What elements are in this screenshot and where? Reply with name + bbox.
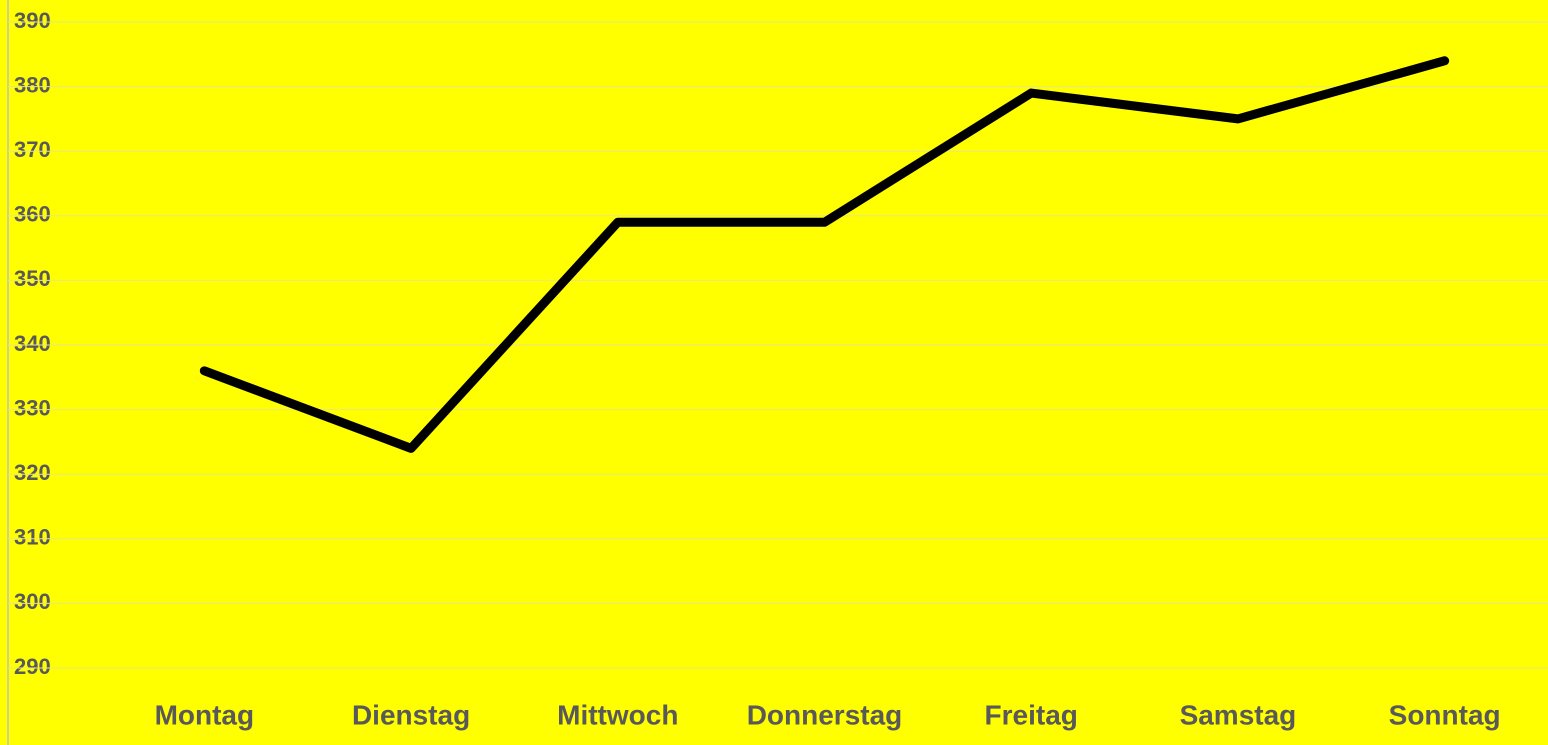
x-tick-label: Mittwoch: [557, 699, 678, 730]
y-tick-label: 350: [14, 266, 51, 291]
x-tick-label: Freitag: [985, 699, 1078, 730]
y-tick-label: 300: [14, 589, 51, 614]
y-tick-label: 310: [14, 525, 51, 550]
y-tick-label: 330: [14, 395, 51, 420]
x-tick-label: Samstag: [1180, 699, 1297, 730]
x-tick-label: Montag: [155, 699, 255, 730]
y-tick-label: 380: [14, 72, 51, 97]
x-tick-label: Sonntag: [1389, 699, 1501, 730]
y-tick-label: 290: [14, 654, 51, 679]
x-tick-label: Dienstag: [352, 699, 470, 730]
y-tick-label: 320: [14, 460, 51, 485]
x-tick-label: Donnerstag: [747, 699, 903, 730]
y-tick-label: 340: [14, 331, 51, 356]
y-tick-label: 360: [14, 202, 51, 227]
y-tick-label: 370: [14, 137, 51, 162]
y-tick-label: 390: [14, 8, 51, 33]
line-series: [199, 56, 1450, 453]
